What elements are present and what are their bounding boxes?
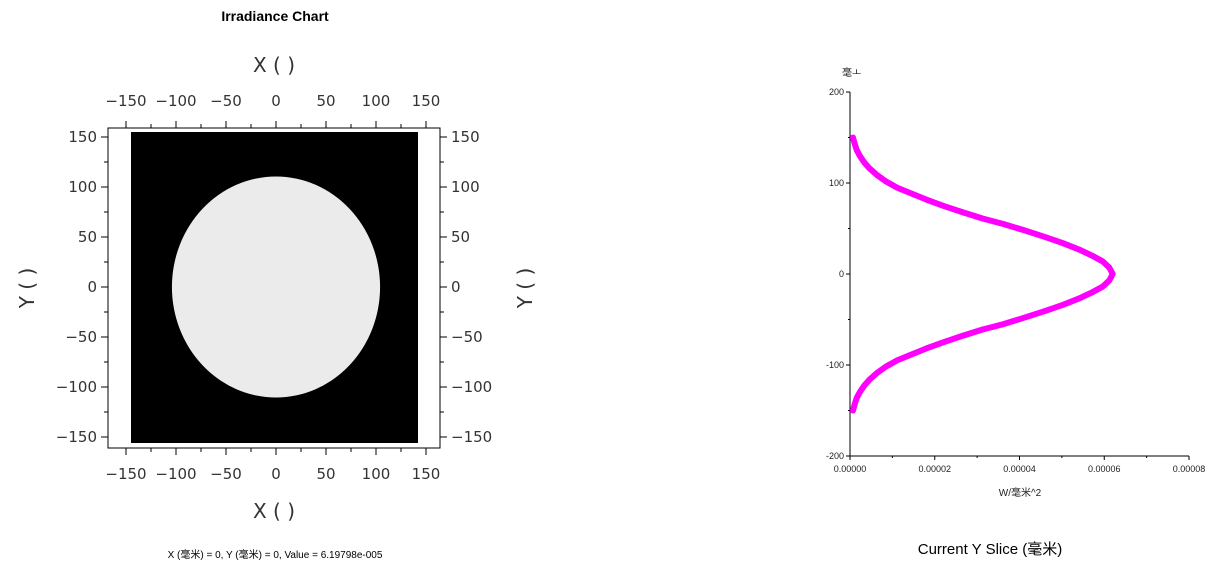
y-tick-label-right: 150: [451, 128, 480, 146]
irradiance-contours: [171, 176, 381, 398]
x-tick-label-bottom: 0: [271, 465, 281, 483]
x-tick-label-top: 150: [412, 92, 441, 110]
y-tick-label-left: −150: [56, 428, 97, 446]
y-axis-label-right: Y ( ): [513, 268, 537, 310]
y-tick-label-left: 150: [68, 128, 97, 146]
slice-x-tick-label: 0.00008: [1173, 464, 1206, 474]
slice-x-tick-label: 0.00002: [918, 464, 951, 474]
cursor-status-readout: X (毫米) = 0, Y (毫米) = 0, Value = 6.19798e…: [167, 550, 383, 561]
slice-y-tick-label: 200: [829, 87, 844, 97]
x-tick-label-top: 100: [362, 92, 391, 110]
y-tick-label-right: −50: [451, 328, 483, 346]
y-tick-label-left: 100: [68, 178, 97, 196]
y-tick-label-right: 100: [451, 178, 480, 196]
x-tick-label-top: −50: [210, 92, 242, 110]
x-tick-label-bottom: 150: [412, 465, 441, 483]
x-axis-label-bottom: X ( ): [253, 499, 295, 523]
slice-y-tick-label: -100: [826, 360, 844, 370]
slice-y-unit-label: 毫ㅗ: [842, 66, 861, 79]
y-tick-label-left: −50: [65, 328, 97, 346]
x-tick-label-bottom: −50: [210, 465, 242, 483]
y-tick-label-left: −100: [56, 378, 97, 396]
x-tick-label-top: −100: [155, 92, 196, 110]
y-tick-label-right: 0: [451, 278, 461, 296]
slice-x-tick-label: 0.00000: [834, 464, 867, 474]
x-tick-label-bottom: 50: [316, 465, 335, 483]
x-tick-label-top: −150: [105, 92, 146, 110]
irradiance-map[interactable]: [107, 127, 441, 449]
x-tick-label-top: 50: [316, 92, 335, 110]
irradiance-axes: −150 −150 −100 −100 −50 −50 0 0 50 50 100 100 150 150…: [56, 92, 492, 483]
y-axis-label-left: Y ( ): [15, 268, 39, 310]
x-tick-label-bottom: −150: [105, 465, 146, 483]
slice-x-tick-label: 0.00004: [1003, 464, 1036, 474]
irradiance-contour-level: [171, 176, 381, 398]
slice-y-tick-label: -200: [826, 451, 844, 461]
slice-series-line: [850, 134, 1116, 414]
y-tick-label-left: 50: [78, 228, 97, 246]
y-tick-label-right: −100: [451, 378, 492, 396]
x-tick-label-bottom: 100: [362, 465, 391, 483]
y-tick-label-left: 0: [87, 278, 97, 296]
y-tick-label-right: 50: [451, 228, 470, 246]
slice-y-tick-label: 0: [839, 269, 844, 279]
x-tick-label-bottom: −100: [155, 465, 196, 483]
slice-y-tick-label: 100: [829, 178, 844, 188]
x-axis-label-top: X ( ): [253, 53, 295, 77]
slice-x-axis-label: W/毫米^2: [999, 486, 1042, 499]
y-tick-label-right: −150: [451, 428, 492, 446]
slice-axes: 200 100 0 -100 -200 0.00000 0.00002 0.00004 0.00…: [826, 87, 1205, 474]
slice-x-tick-label: 0.00006: [1088, 464, 1121, 474]
irradiance-chart-title: Irradiance Chart: [221, 8, 329, 24]
x-tick-label-top: 0: [271, 92, 281, 110]
slice-title: Current Y Slice (毫米): [917, 541, 1063, 558]
